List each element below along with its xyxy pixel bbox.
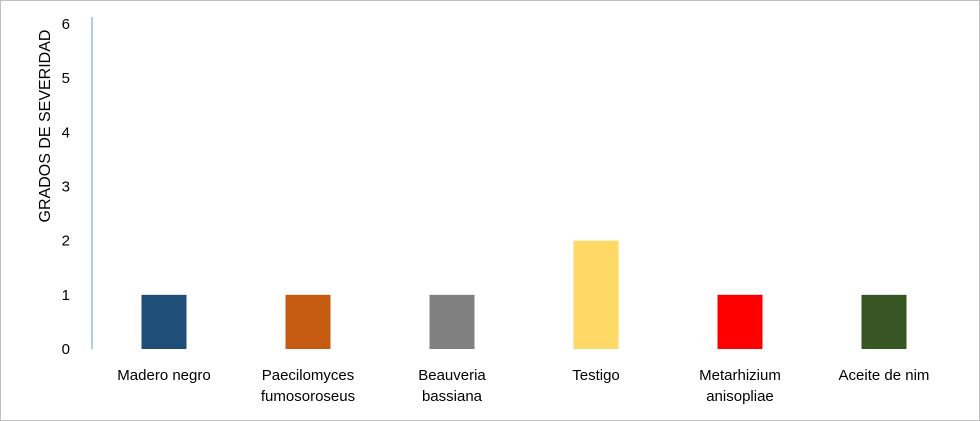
x-category-label: Beauveria bassiana (418, 367, 486, 405)
x-category-label: Testigo (572, 367, 620, 384)
y-tick-label: 6 (62, 16, 70, 33)
bar (141, 294, 187, 349)
x-category-label: Madero negro (117, 367, 210, 384)
bar (573, 240, 619, 349)
bar (717, 294, 763, 349)
y-tick-label: 3 (62, 179, 70, 196)
bar (861, 294, 907, 349)
x-category-label: Aceite de nim (839, 367, 930, 384)
y-tick-label: 0 (62, 341, 70, 358)
y-tick-label: 2 (62, 233, 70, 250)
x-category-label: Metarhizium anisopliae (699, 367, 781, 405)
x-category-label: Paecilomyces fumosoroseus (261, 367, 355, 405)
bar (285, 294, 331, 349)
bar (429, 294, 475, 349)
y-tick-label: 1 (62, 287, 70, 304)
y-tick-label: 5 (62, 70, 70, 87)
y-axis-label: GRADOS DE SEVERIDAD (37, 30, 54, 223)
y-tick-label: 4 (62, 124, 70, 141)
